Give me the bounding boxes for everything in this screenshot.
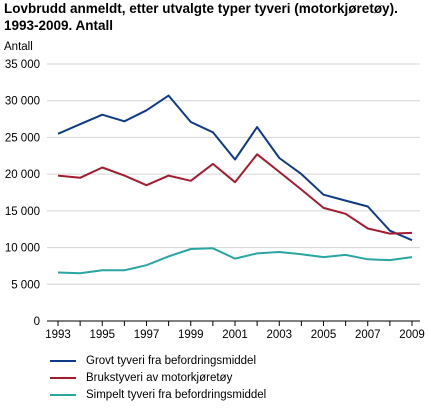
series-line-1 [57,94,413,242]
y-tick-label: 0 [34,316,40,328]
series-line-2 [57,153,413,235]
y-tick-label: 20 000 [5,169,40,181]
x-tick-label: 2003 [266,329,292,341]
series-lines [57,94,413,275]
legend-item: Simpelt tyveri fra befordringsmiddel [50,386,266,403]
x-tick-label: 2005 [311,329,337,341]
y-tick-label: 5 000 [11,279,40,291]
y-axis-label: Antall [4,41,33,53]
chart-title-line1: Lovbrudd anmeldt, etter utvalgte typer t… [4,1,398,16]
gridlines [47,63,420,322]
legend-swatch [50,376,76,379]
y-tick-label: 35 000 [5,59,40,71]
x-tick-label: 2007 [355,329,381,341]
x-tick-label: 1999 [178,329,204,341]
y-tick-label: 10 000 [5,243,40,255]
y-tick-label: 15 000 [5,206,40,218]
y-axis-ticks: 0 5 000 10 000 15 000 20 000 25 000 30 000 35 0… [5,59,40,328]
chart-title: Lovbrudd anmeldt, etter utvalgte typer t… [4,0,424,34]
legend-item: Grovt tyveri fra befordringsmiddel [50,352,266,369]
series-line-3 [57,247,413,275]
x-tick-label: 1993 [45,329,71,341]
legend: Grovt tyveri fra befordringsmiddel Brukst… [50,352,266,403]
legend-label: Simpelt tyveri fra befordringsmiddel [86,388,267,401]
legend-swatch [50,393,76,396]
legend-label: Brukstyveri av motorkjøretøy [86,371,233,384]
x-tick-label: 2001 [222,329,248,341]
x-axis: 1993 1995 1997 1999 2001 2003 2005 2007 2009 [45,321,425,341]
y-tick-label: 25 000 [5,132,40,144]
legend-item: Brukstyveri av motorkjøretøy [50,369,266,386]
x-tick-label: 2009 [399,329,425,341]
legend-label: Grovt tyveri fra befordringsmiddel [86,354,257,367]
x-tick-label: 1995 [89,329,115,341]
legend-swatch [50,359,76,362]
x-tick-label: 1997 [134,329,160,341]
y-tick-label: 30 000 [5,96,40,108]
chart-title-line2: 1993-2009. Antall [4,18,114,33]
